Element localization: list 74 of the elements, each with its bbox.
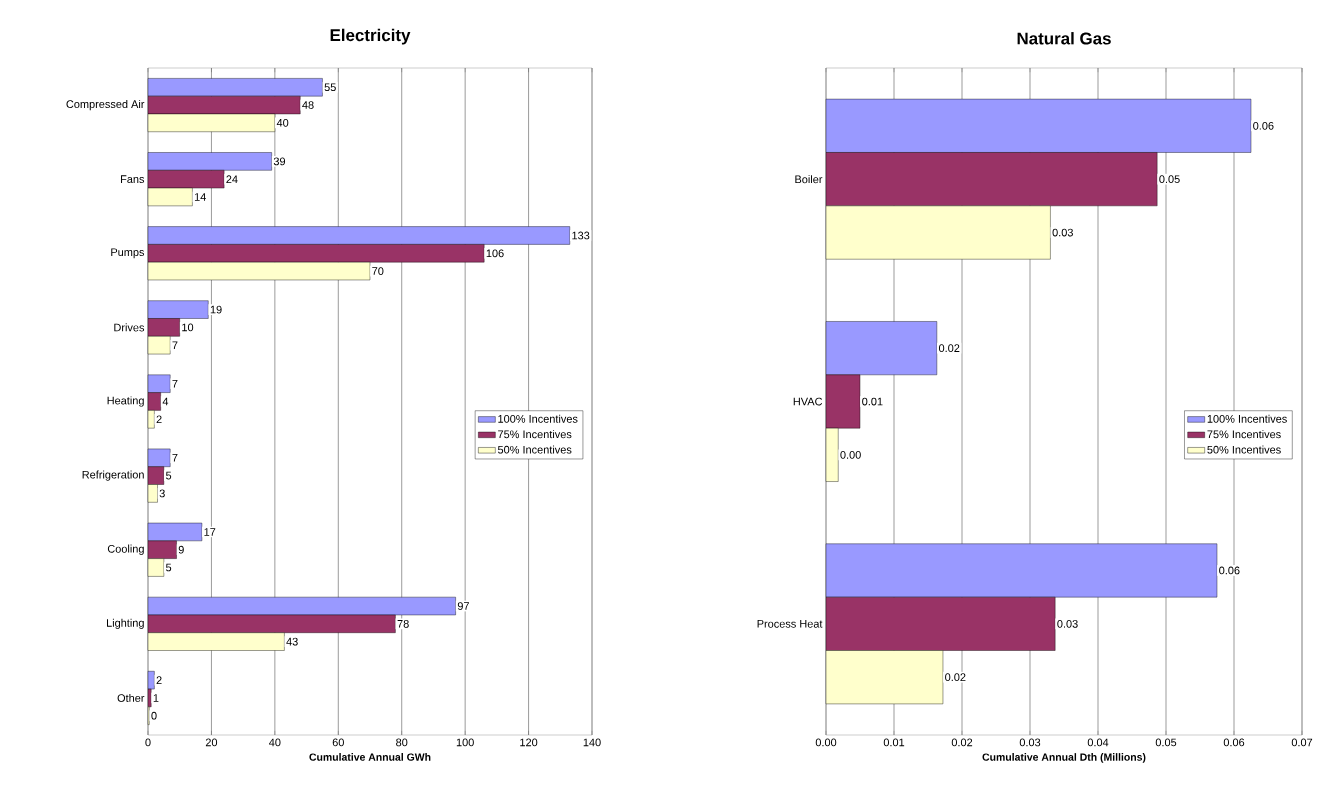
- data-label: 2: [156, 676, 162, 684]
- data-label: 0.02: [938, 344, 960, 353]
- data-label: 55: [324, 83, 336, 92]
- data-label: 39: [273, 157, 286, 166]
- data-label: 0.06: [1219, 566, 1240, 575]
- data-label: 2: [156, 415, 162, 424]
- chart-title: Natural Gas: [1017, 32, 1111, 45]
- y-tick-label: HVAC: [793, 397, 823, 406]
- x-tick-label: 60: [332, 738, 344, 747]
- y-tick-label: Fans: [121, 175, 145, 183]
- legend-label: 100% Incentives: [1207, 414, 1287, 423]
- data-label: 7: [172, 341, 178, 349]
- data-label: 133: [572, 231, 590, 240]
- data-label: 24: [226, 175, 238, 183]
- y-tick-label: Boiler: [795, 175, 823, 184]
- data-label: 5: [166, 563, 172, 572]
- data-label: 3: [159, 489, 165, 498]
- y-tick-label: Pumps: [111, 248, 145, 259]
- legend-label: 75% Incentives: [1207, 430, 1281, 439]
- data-label: 7: [172, 379, 178, 388]
- data-label: 1: [153, 694, 159, 702]
- legend-label: 50% Incentives: [1207, 445, 1281, 454]
- y-tick-label: Drives: [114, 323, 145, 332]
- data-label: 19: [210, 305, 222, 314]
- data-label: 17: [204, 528, 216, 536]
- data-label: 0.01: [862, 397, 883, 406]
- data-label: 106: [486, 249, 504, 258]
- data-label: 78: [397, 619, 409, 628]
- x-tick-label: 0.04: [1087, 738, 1109, 747]
- data-label: 70: [372, 267, 384, 275]
- y-tick-label: Compressed Air: [66, 99, 145, 111]
- chart-title: Electricity: [330, 28, 411, 45]
- y-tick-label: Lighting: [107, 618, 144, 629]
- x-tick-label: 0.07: [1291, 738, 1313, 747]
- data-label: 48: [302, 101, 314, 109]
- x-tick-label: 0.06: [1223, 738, 1245, 747]
- x-tick-label: 20: [205, 738, 218, 747]
- data-label: 0.06: [1253, 121, 1274, 130]
- legend-label: 100% Incentives: [498, 414, 578, 423]
- data-label: 7: [172, 454, 178, 462]
- data-label: 0.05: [1159, 175, 1180, 184]
- data-label: 9: [178, 545, 184, 554]
- x-tick-label: 0: [145, 738, 151, 747]
- data-label: 97: [457, 602, 469, 610]
- x-axis-title: Cumulative Annual Dth (Millions): [982, 753, 1146, 763]
- y-tick-label: Cooling: [107, 544, 144, 555]
- data-label: 43: [286, 637, 298, 646]
- x-tick-label: 0.03: [1019, 738, 1041, 747]
- data-label: 4: [162, 397, 169, 406]
- y-tick-label: Other: [117, 693, 145, 702]
- x-tick-label: 80: [396, 738, 408, 747]
- legend-label: 50% Incentives: [497, 445, 572, 454]
- y-tick-label: Process Heat: [757, 620, 823, 628]
- x-axis-title: Cumulative Annual GWh: [309, 753, 431, 761]
- x-tick-label: 40: [269, 738, 281, 747]
- x-tick-label: 0.05: [1155, 738, 1177, 747]
- x-tick-label: 140: [583, 738, 601, 747]
- data-label: 0: [151, 711, 157, 720]
- data-label: 0.00: [840, 450, 861, 459]
- data-label: 10: [182, 323, 194, 332]
- x-tick-label: 0.02: [951, 738, 973, 747]
- x-tick-label: 120: [520, 738, 538, 747]
- x-tick-label: 0.01: [883, 738, 905, 747]
- data-label: 5: [166, 471, 172, 480]
- data-label: 14: [194, 193, 206, 201]
- y-tick-label: Refrigeration: [82, 470, 144, 481]
- data-label: 0.03: [1057, 619, 1078, 628]
- data-label: 0.03: [1052, 228, 1073, 237]
- data-label: 40: [276, 118, 289, 127]
- x-tick-label: 100: [456, 738, 474, 747]
- y-tick-label: Heating: [107, 396, 144, 407]
- data-label: 0.02: [945, 673, 966, 682]
- x-tick-label: 0.00: [815, 738, 837, 747]
- legend-label: 75% Incentives: [498, 430, 572, 439]
